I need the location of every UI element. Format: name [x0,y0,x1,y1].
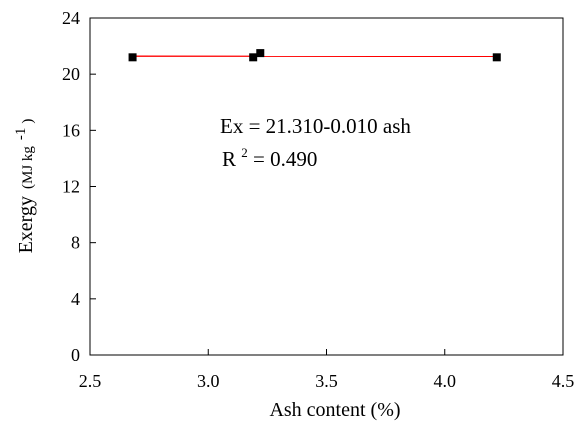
data-points [128,49,501,62]
y-axis-title-group: Exergy (MJ kg -1 ) [12,119,37,254]
r-squared-prefix: R [222,147,236,171]
x-tick-label: 4.0 [434,371,457,391]
y-tick-label: 16 [62,120,80,140]
x-tick-label: 3.0 [197,371,220,391]
data-point [492,53,501,62]
data-point [256,49,265,58]
regression-equation: Ex = 21.310-0.010 ash [220,114,411,138]
plot-frame [89,17,564,356]
y-axis-unit-exponent: -1 [13,128,29,141]
x-axis: 2.5 3.0 3.5 4.0 4.5 [79,349,575,391]
r-squared-value: = 0.490 [253,147,317,171]
data-point [249,53,258,62]
r-squared-exponent: 2 [241,145,248,160]
r-squared: R 2 = 0.490 [222,138,317,171]
y-tick-label: 12 [62,177,80,197]
y-axis-title: Exergy (MJ kg -1 ) [12,119,37,254]
x-axis-title: Ash content (%) [269,399,400,421]
y-tick-label: 8 [71,233,80,253]
y-axis-title-text: Exergy [15,196,37,253]
y-tick-label: 4 [71,289,80,309]
x-tick-label: 4.5 [552,371,575,391]
y-tick-label: 0 [71,345,80,365]
y-axis-unit-close: ) [20,119,36,124]
y-tick-label: 20 [62,64,80,84]
data-point [128,53,137,62]
y-axis: 0 4 8 12 16 20 24 [62,8,96,365]
x-tick-label: 3.5 [315,371,338,391]
x-tick-label: 2.5 [79,371,102,391]
y-tick-label: 24 [62,8,80,28]
y-axis-unit: (MJ kg [20,146,36,189]
